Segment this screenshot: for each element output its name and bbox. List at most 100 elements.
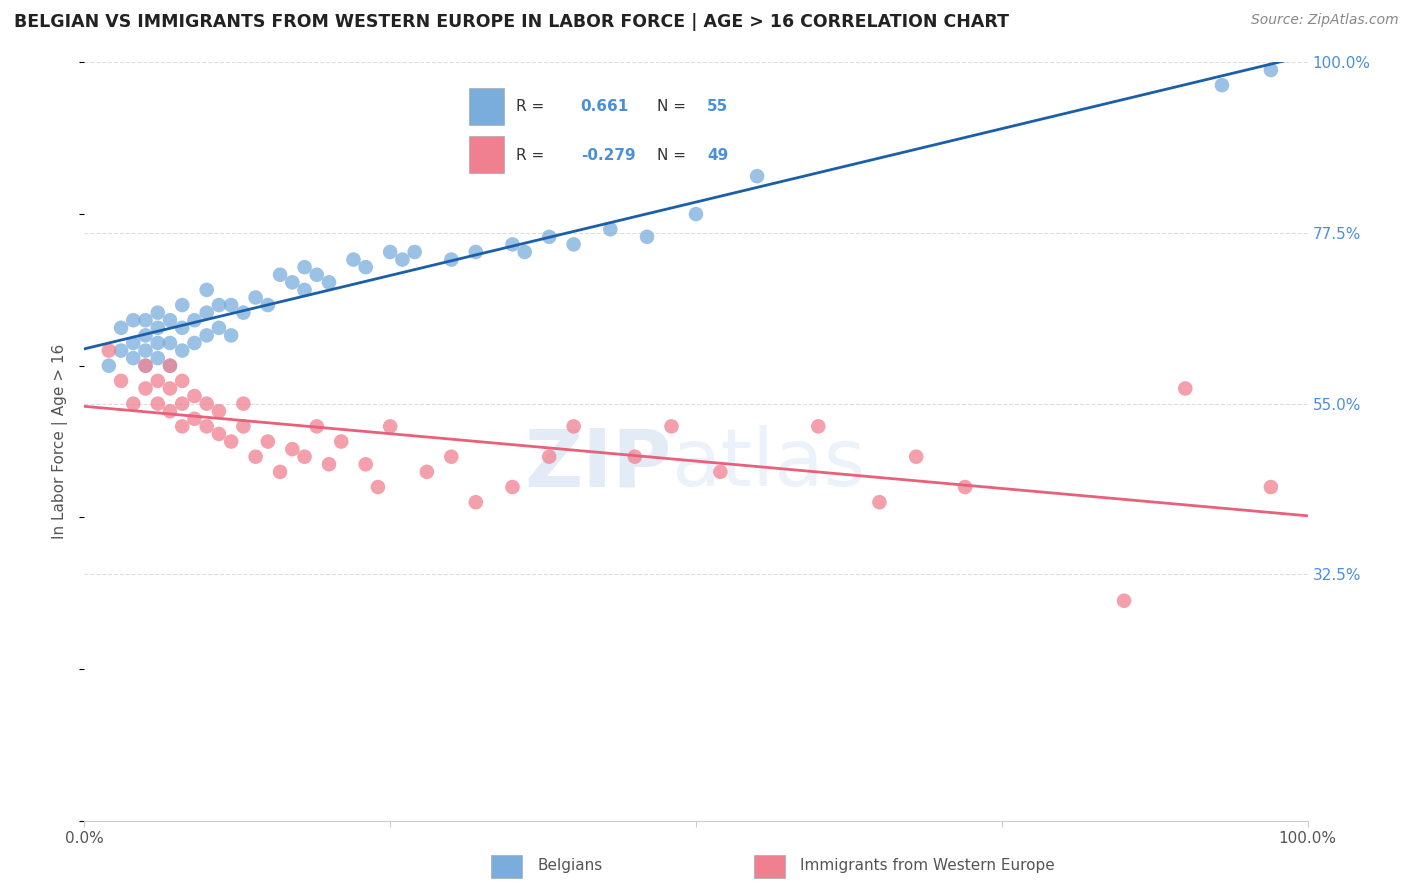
Point	[172, 374, 194, 388]
Point	[869, 495, 891, 509]
Point	[122, 313, 145, 327]
Point	[135, 359, 157, 373]
Point	[294, 450, 316, 464]
Point	[281, 275, 304, 289]
Point	[208, 298, 231, 312]
FancyBboxPatch shape	[491, 855, 522, 878]
Point	[807, 419, 830, 434]
Point	[159, 335, 181, 350]
Point	[146, 351, 169, 366]
Point	[305, 419, 328, 434]
Y-axis label: In Labor Force | Age > 16: In Labor Force | Age > 16	[52, 344, 69, 539]
Point	[953, 480, 976, 494]
Point	[416, 465, 439, 479]
Point	[172, 343, 194, 358]
Point	[562, 419, 585, 434]
Point	[159, 404, 181, 418]
Point	[305, 268, 328, 282]
Point	[281, 442, 304, 457]
Point	[232, 305, 254, 319]
Point	[146, 320, 169, 334]
Point	[146, 335, 169, 350]
Point	[172, 320, 194, 334]
Point	[195, 283, 218, 297]
Point	[219, 434, 242, 449]
Point	[245, 450, 267, 464]
Point	[294, 283, 316, 297]
Point	[294, 260, 316, 275]
Point	[636, 229, 658, 244]
Point	[562, 237, 585, 252]
Point	[440, 450, 463, 464]
Point	[219, 328, 242, 343]
Point	[135, 382, 157, 396]
Point	[159, 313, 181, 327]
Point	[538, 450, 561, 464]
Point	[97, 359, 120, 373]
Point	[747, 169, 769, 184]
Point	[208, 404, 231, 418]
FancyBboxPatch shape	[754, 855, 785, 878]
Point	[195, 328, 218, 343]
Point	[146, 305, 169, 319]
Point	[464, 495, 486, 509]
Point	[183, 389, 205, 403]
Point	[183, 313, 205, 327]
Point	[318, 275, 340, 289]
Point	[502, 480, 524, 494]
Point	[440, 252, 463, 267]
Point	[135, 343, 157, 358]
Point	[464, 244, 486, 259]
Point	[146, 396, 169, 410]
Point	[502, 237, 524, 252]
Point	[391, 252, 413, 267]
Point	[172, 419, 194, 434]
Point	[269, 268, 291, 282]
Point	[195, 396, 218, 410]
Point	[219, 298, 242, 312]
Point	[97, 343, 120, 358]
Point	[1174, 382, 1197, 396]
Point	[172, 298, 194, 312]
Text: BELGIAN VS IMMIGRANTS FROM WESTERN EUROPE IN LABOR FORCE | AGE > 16 CORRELATION : BELGIAN VS IMMIGRANTS FROM WESTERN EUROP…	[14, 13, 1010, 31]
Text: ZIP: ZIP	[524, 425, 672, 503]
Point	[257, 434, 280, 449]
Point	[159, 382, 181, 396]
Point	[624, 450, 647, 464]
Point	[135, 359, 157, 373]
Point	[122, 396, 145, 410]
Point	[342, 252, 364, 267]
Point	[232, 419, 254, 434]
Point	[110, 374, 132, 388]
Point	[159, 359, 181, 373]
Point	[599, 222, 621, 236]
Point	[905, 450, 928, 464]
Point	[538, 229, 561, 244]
Point	[685, 207, 707, 221]
Point	[208, 427, 231, 442]
Point	[110, 343, 132, 358]
Point	[110, 320, 132, 334]
Point	[1211, 78, 1233, 92]
Point	[146, 374, 169, 388]
Point	[135, 328, 157, 343]
Point	[122, 335, 145, 350]
Point	[195, 419, 218, 434]
Point	[1260, 62, 1282, 77]
Point	[135, 313, 157, 327]
Point	[354, 458, 377, 472]
Point	[404, 244, 426, 259]
Text: Source: ZipAtlas.com: Source: ZipAtlas.com	[1251, 13, 1399, 28]
Point	[380, 244, 402, 259]
Point	[1114, 594, 1136, 608]
Text: Belgians: Belgians	[537, 858, 602, 872]
Point	[183, 412, 205, 426]
Point	[513, 244, 536, 259]
Point	[318, 458, 340, 472]
Point	[183, 335, 205, 350]
Point	[172, 396, 194, 410]
Point	[367, 480, 389, 494]
Point	[330, 434, 353, 449]
Point	[159, 359, 181, 373]
Point	[380, 419, 402, 434]
